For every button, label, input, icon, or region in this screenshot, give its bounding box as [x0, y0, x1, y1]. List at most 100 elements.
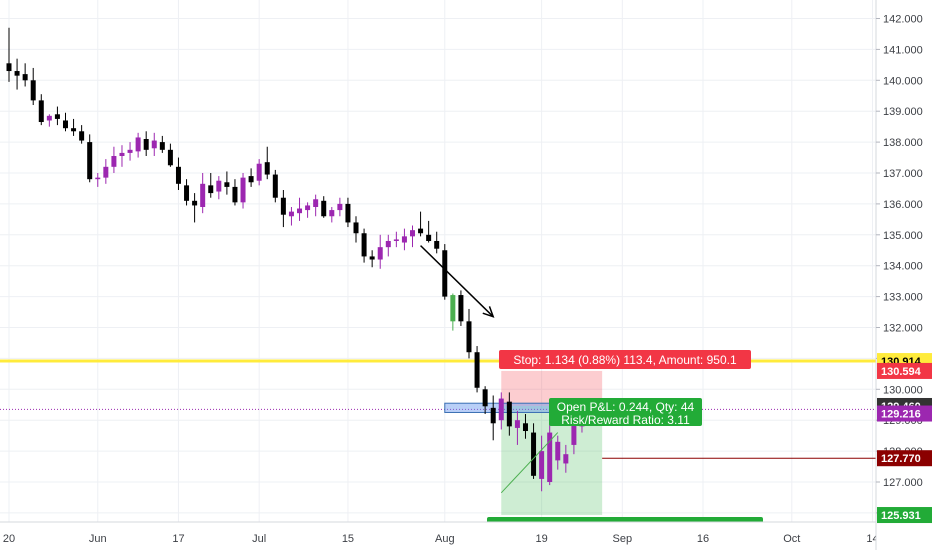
trend-arrow-line	[420, 245, 494, 318]
candle-body	[297, 208, 303, 214]
candle-body	[361, 233, 367, 257]
candle-body	[498, 398, 504, 421]
candle-body	[313, 199, 319, 207]
candle-body	[30, 80, 36, 101]
candle-body	[175, 166, 181, 184]
candle-body	[46, 115, 52, 121]
candle-body	[240, 177, 246, 203]
candle-body	[111, 156, 117, 167]
candle-body	[329, 210, 335, 217]
candle-body	[466, 321, 472, 353]
time-axis-background	[0, 522, 932, 550]
y-tick-label: 141.000	[883, 44, 923, 56]
candle-body	[401, 236, 407, 243]
candle-body	[143, 139, 149, 150]
candle-body	[224, 182, 230, 187]
stop-label-box	[499, 350, 751, 369]
candle-body	[474, 352, 480, 388]
pnl-label-box	[549, 398, 702, 426]
x-tick-label: Jul	[252, 533, 266, 545]
price-label-box	[877, 362, 932, 379]
trend-arrow-head	[482, 306, 495, 318]
x-tick-label: 15	[342, 533, 354, 545]
candle-body	[410, 230, 415, 237]
candle-body	[539, 451, 545, 479]
candle-body	[103, 166, 109, 178]
x-tick-label: Oct	[783, 533, 800, 545]
candle-body	[6, 63, 12, 72]
y-tick-label: 139.000	[883, 106, 923, 118]
candle-body	[54, 114, 60, 119]
candle-body	[321, 200, 327, 217]
price-label-box	[877, 450, 932, 467]
price-label: 130.594	[881, 366, 922, 378]
candle-body	[442, 250, 448, 297]
y-tick-label: 136.000	[883, 199, 923, 211]
candle-body	[482, 389, 488, 407]
candle-body	[531, 432, 537, 476]
pnl-label: Open P&L: 0.244, Qty: 44	[557, 400, 695, 414]
candle-body	[393, 239, 399, 241]
candle-body	[192, 200, 198, 206]
candle-body	[22, 74, 28, 81]
price-label: 127.770	[881, 453, 921, 465]
y-tick-label: 135.000	[883, 230, 923, 242]
candle-body	[135, 137, 141, 152]
candle-body	[14, 71, 20, 76]
candle-body	[119, 152, 125, 157]
candle-body	[385, 240, 391, 248]
green-trendline	[500, 432, 559, 494]
candle-body	[490, 407, 496, 424]
candle-body	[337, 203, 343, 211]
candle-body	[62, 120, 68, 129]
x-tick-label: 16	[697, 533, 709, 545]
candle-body	[87, 142, 93, 180]
stop-label: Stop: 1.134 (0.88%) 113.4, Amount: 950.1	[513, 353, 737, 367]
price-label: 129.216	[881, 409, 921, 421]
candle-body	[264, 162, 270, 175]
candle-body	[71, 128, 77, 132]
candle-body	[79, 131, 85, 141]
y-tick-label: 133.000	[883, 292, 923, 304]
candle-body	[95, 177, 101, 180]
candle-body	[426, 234, 432, 241]
candle-body	[256, 163, 262, 181]
candle-body	[369, 256, 375, 260]
candle-body	[288, 211, 294, 217]
candle-body	[272, 174, 278, 198]
candle-body	[184, 185, 190, 201]
candle-body	[555, 441, 561, 461]
price-label-box	[877, 507, 932, 524]
candle-body	[571, 417, 577, 445]
candle-body	[151, 140, 157, 149]
y-tick-label: 142.000	[883, 14, 923, 26]
candle-body	[547, 432, 553, 482]
y-tick-label: 137.000	[883, 168, 923, 180]
candle-body	[216, 180, 222, 192]
candle-body	[377, 247, 383, 260]
x-tick-label: 19	[535, 533, 547, 545]
candle-body	[418, 228, 424, 234]
y-tick-label: 138.000	[883, 137, 923, 149]
risk-reward-label: Risk/Reward Ratio: 3.11	[561, 413, 690, 427]
candle-body	[167, 149, 173, 166]
candle-body	[514, 420, 520, 428]
candle-body	[200, 183, 206, 207]
candle-body	[127, 149, 133, 153]
candle-body	[522, 423, 528, 432]
candle-body	[450, 295, 456, 322]
x-tick-label: Aug	[435, 533, 455, 545]
y-tick-label: 132.000	[883, 323, 923, 335]
price-label: 125.931	[881, 510, 921, 522]
candle-body	[248, 176, 254, 183]
candle-body	[280, 197, 286, 215]
candle-body	[208, 185, 214, 194]
candle-body	[38, 100, 44, 123]
y-tick-label: 130.000	[883, 384, 923, 396]
x-tick-label: 20	[3, 533, 15, 545]
candle-body	[305, 205, 311, 211]
y-tick-label: 140.000	[883, 75, 923, 87]
candle-body	[434, 240, 440, 249]
